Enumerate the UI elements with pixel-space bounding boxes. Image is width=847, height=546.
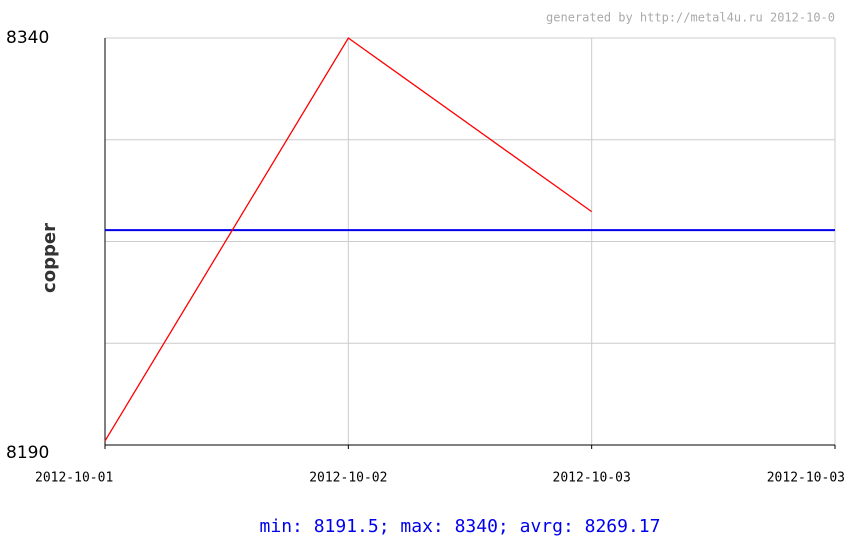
x-tick-label: 2012-10-03 (767, 471, 845, 486)
credit: generated by http://metal4u.ru 2012-10-0 (546, 11, 835, 25)
y-tick-label: 8340 (6, 28, 49, 48)
y-tick-label: 8190 (6, 443, 49, 463)
x-tick-label: 2012-10-02 (309, 471, 387, 486)
y-axis-label: copper (39, 223, 60, 293)
x-tick-label: 2012-10-01 (35, 471, 113, 486)
footer-stats: min: 8191.5; max: 8340; avrg: 8269.17 (260, 516, 661, 537)
data-line (104, 37, 593, 442)
x-tick-label: 2012-10-03 (553, 471, 631, 486)
